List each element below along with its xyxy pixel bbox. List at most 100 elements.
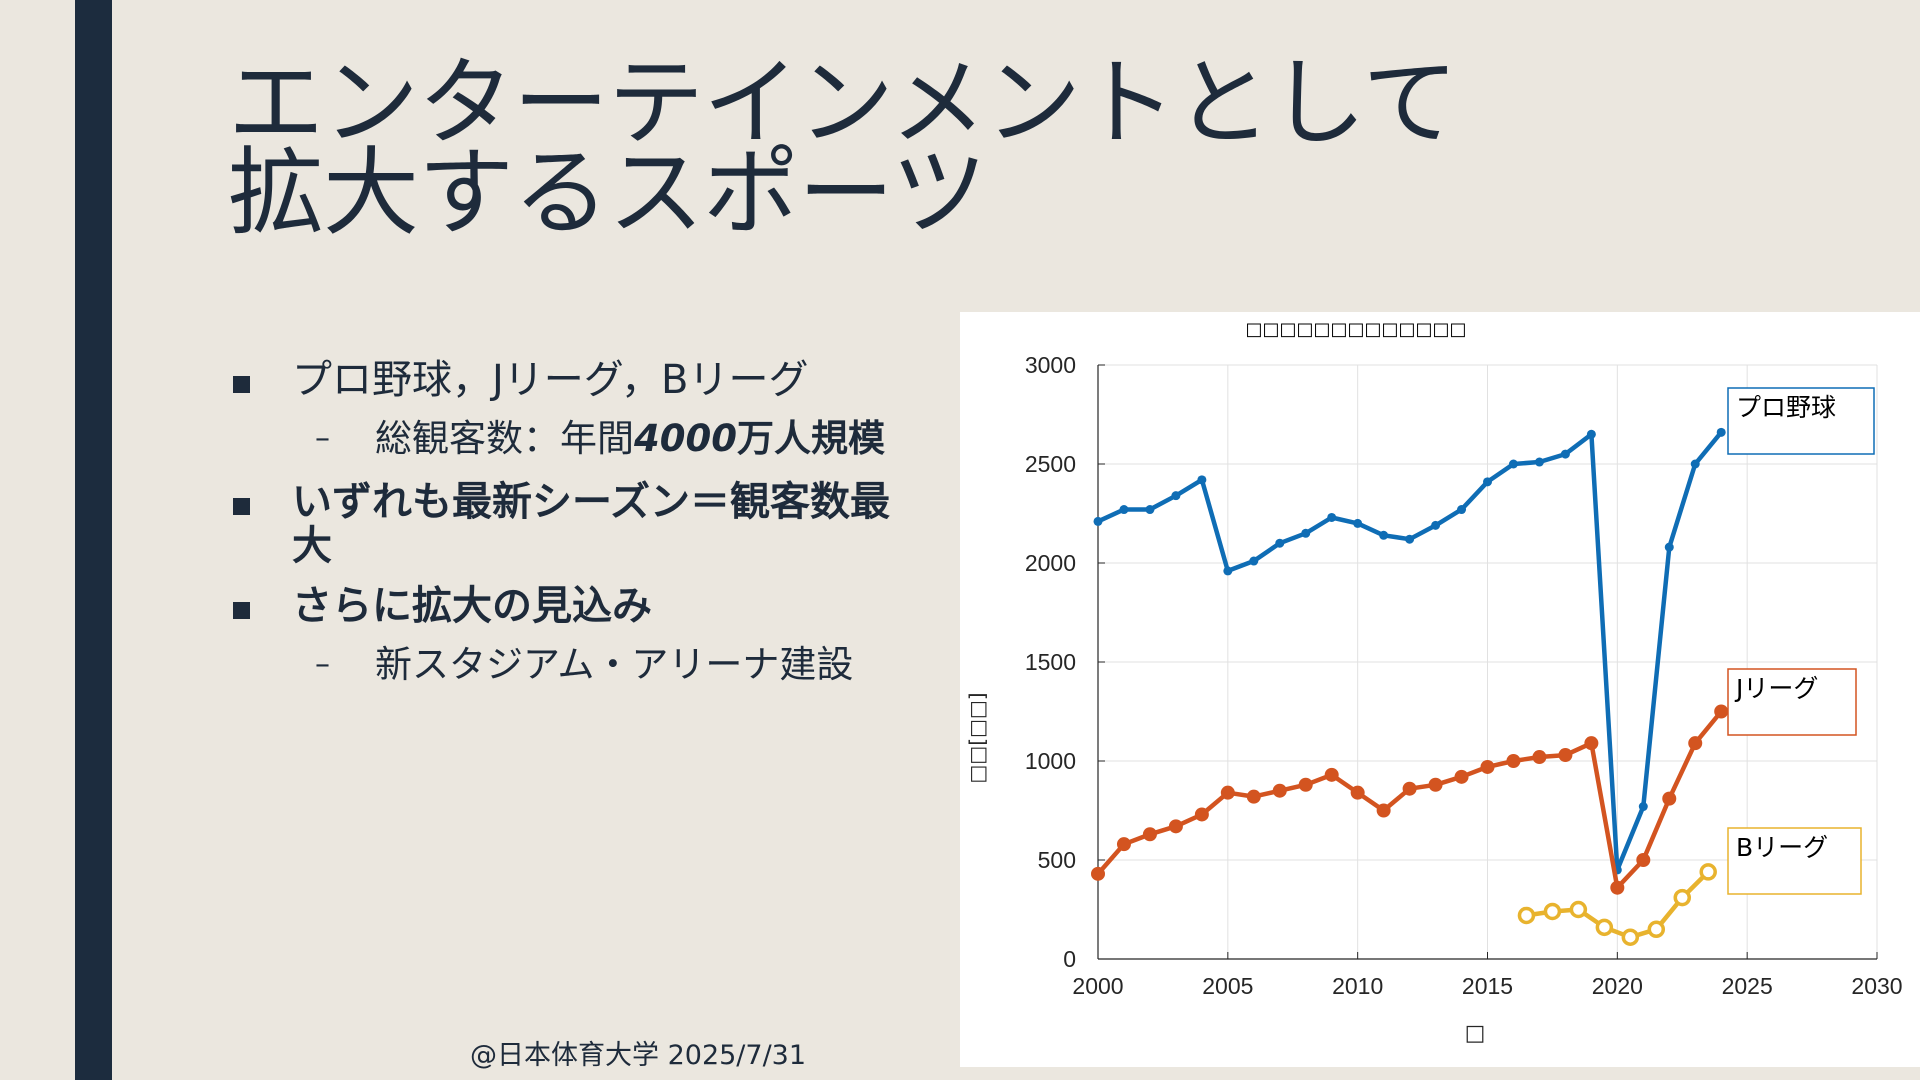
data-point: [1301, 528, 1311, 538]
bullet-record-season-text: いずれも最新シーズン＝観客数最大: [292, 479, 890, 569]
sub-bullet-attendance-number: 4000: [634, 417, 737, 460]
y-tick-label: 3000: [1025, 352, 1076, 378]
sub-bullet-venues: – 新スタジアム・アリーナ建設: [230, 644, 910, 686]
data-point: [1506, 754, 1521, 768]
data-point: [1428, 777, 1443, 792]
y-axis-label: □□[□□]: [965, 692, 989, 783]
dash-icon: –: [315, 647, 330, 682]
y-tick-label: 2500: [1025, 451, 1076, 477]
x-tick-label: 2015: [1462, 973, 1513, 999]
data-point: [1543, 902, 1562, 921]
bullet-record-season: いずれも最新シーズン＝観客数最大: [230, 480, 910, 568]
data-point: [1638, 802, 1648, 812]
data-point: [1220, 785, 1235, 800]
series: [1091, 427, 1729, 946]
data-point: [1508, 459, 1518, 469]
title-line-2: 拡大するスポーツ: [228, 137, 987, 249]
data-point: [1116, 837, 1131, 852]
x-tick-label: 2005: [1202, 973, 1253, 999]
data-point: [1558, 748, 1573, 763]
title-line-1: エンターテインメントとして: [228, 47, 1458, 159]
series-0: [1093, 427, 1726, 875]
sub-bullet-attendance-suffix: 万人規模: [736, 417, 885, 460]
y-tick-label: 1000: [1025, 748, 1076, 774]
data-point: [1480, 759, 1495, 774]
bullet-square-icon: [233, 498, 250, 515]
legend-label: プロ野球: [1736, 393, 1836, 422]
data-point: [1223, 566, 1233, 576]
legend-label: Bリーグ: [1736, 833, 1828, 862]
data-point: [1402, 781, 1417, 796]
data-point: [1119, 505, 1129, 515]
data-point: [1569, 900, 1588, 919]
data-point: [1534, 457, 1544, 467]
x-tick-label: 2010: [1332, 973, 1383, 999]
series-line: [1097, 430, 1723, 873]
data-point: [1272, 783, 1287, 798]
bullet-list: プロ野球，Jリーグ，Bリーグ – 総観客数：年間4000万人規模 いずれも最新シ…: [230, 358, 910, 706]
sub-bullet-venues-text: 新スタジアム・アリーナ建設: [375, 643, 854, 686]
y-tick-label: 0: [1063, 946, 1076, 972]
dash-icon: –: [315, 421, 330, 456]
x-axis-label: □: [1465, 1021, 1486, 1046]
data-point: [1431, 520, 1441, 530]
y-tick-label: 1500: [1025, 649, 1076, 675]
legend-label: Jリーグ: [1734, 674, 1818, 703]
data-point: [1142, 827, 1157, 842]
series-1: [1091, 704, 1729, 895]
slide-title: エンターテインメントとして 拡大するスポーツ: [228, 47, 1458, 249]
bullet-square-icon: [233, 602, 250, 619]
attendance-chart: □□□□□□□□□□□□□ 2000 2005 2010 2015 2020 2025 20…: [965, 319, 1903, 1046]
legend: プロ野球 Jリーグ Bリーグ: [1727, 387, 1875, 895]
data-point: [1091, 866, 1105, 881]
data-point: [1379, 530, 1389, 540]
data-point: [1171, 491, 1181, 501]
x-tick-label: 2030: [1851, 973, 1902, 999]
bullet-expansion-text: さらに拡大の見込み: [292, 583, 652, 629]
series-2: [1517, 863, 1717, 946]
data-point: [1584, 736, 1599, 751]
data-point: [1353, 518, 1363, 528]
data-point: [1532, 750, 1547, 765]
legend-box: [1727, 827, 1862, 895]
sub-bullet-attendance-prefix: 総観客数：年間: [375, 417, 634, 460]
data-point: [1324, 767, 1339, 782]
bullet-square-icon: [233, 376, 250, 393]
data-point: [1197, 475, 1207, 485]
x-tick-label: 2020: [1592, 973, 1643, 999]
chart-panel: □□□□□□□□□□□□□ 2000 2005 2010 2015 2020 2025 20…: [960, 312, 1920, 1067]
data-point: [1483, 477, 1492, 487]
data-point: [1636, 853, 1651, 867]
footer: @日本体育大学 2025/7/31: [470, 1040, 807, 1071]
x-tick-label: 2025: [1722, 973, 1773, 999]
legend-box: [1727, 668, 1857, 736]
data-point: [1298, 777, 1313, 792]
axes: 2000 2005 2010 2015 2020 2025 2030 0 500 1000 1500…: [1025, 352, 1903, 999]
legend-box: [1727, 387, 1875, 455]
data-point: [1699, 863, 1717, 881]
x-tick-label: 2000: [1072, 973, 1123, 999]
bullet-leagues-text: プロ野球，Jリーグ，Bリーグ: [292, 357, 809, 403]
data-point: [1405, 534, 1415, 544]
data-point: [1376, 803, 1391, 818]
data-point: [1249, 556, 1259, 566]
data-point: [1690, 459, 1700, 469]
data-point: [1457, 505, 1467, 515]
data-point: [1093, 516, 1103, 526]
data-point: [1194, 807, 1209, 822]
y-tick-label: 2000: [1025, 550, 1076, 576]
data-point: [1517, 906, 1536, 925]
data-point: [1714, 704, 1729, 719]
data-point: [1327, 512, 1337, 522]
sub-bullet-attendance: – 総観客数：年間4000万人規模: [230, 418, 910, 460]
data-point: [1586, 429, 1596, 439]
y-tick-label: 500: [1038, 847, 1076, 873]
accent-bar: [75, 0, 112, 1080]
data-point: [1610, 880, 1625, 895]
bullet-leagues: プロ野球，Jリーグ，Bリーグ: [230, 358, 910, 402]
data-point: [1595, 918, 1614, 937]
data-point: [1145, 505, 1155, 515]
data-point: [1647, 920, 1666, 939]
bullet-expansion: さらに拡大の見込み: [230, 584, 910, 628]
data-point: [1275, 538, 1285, 548]
